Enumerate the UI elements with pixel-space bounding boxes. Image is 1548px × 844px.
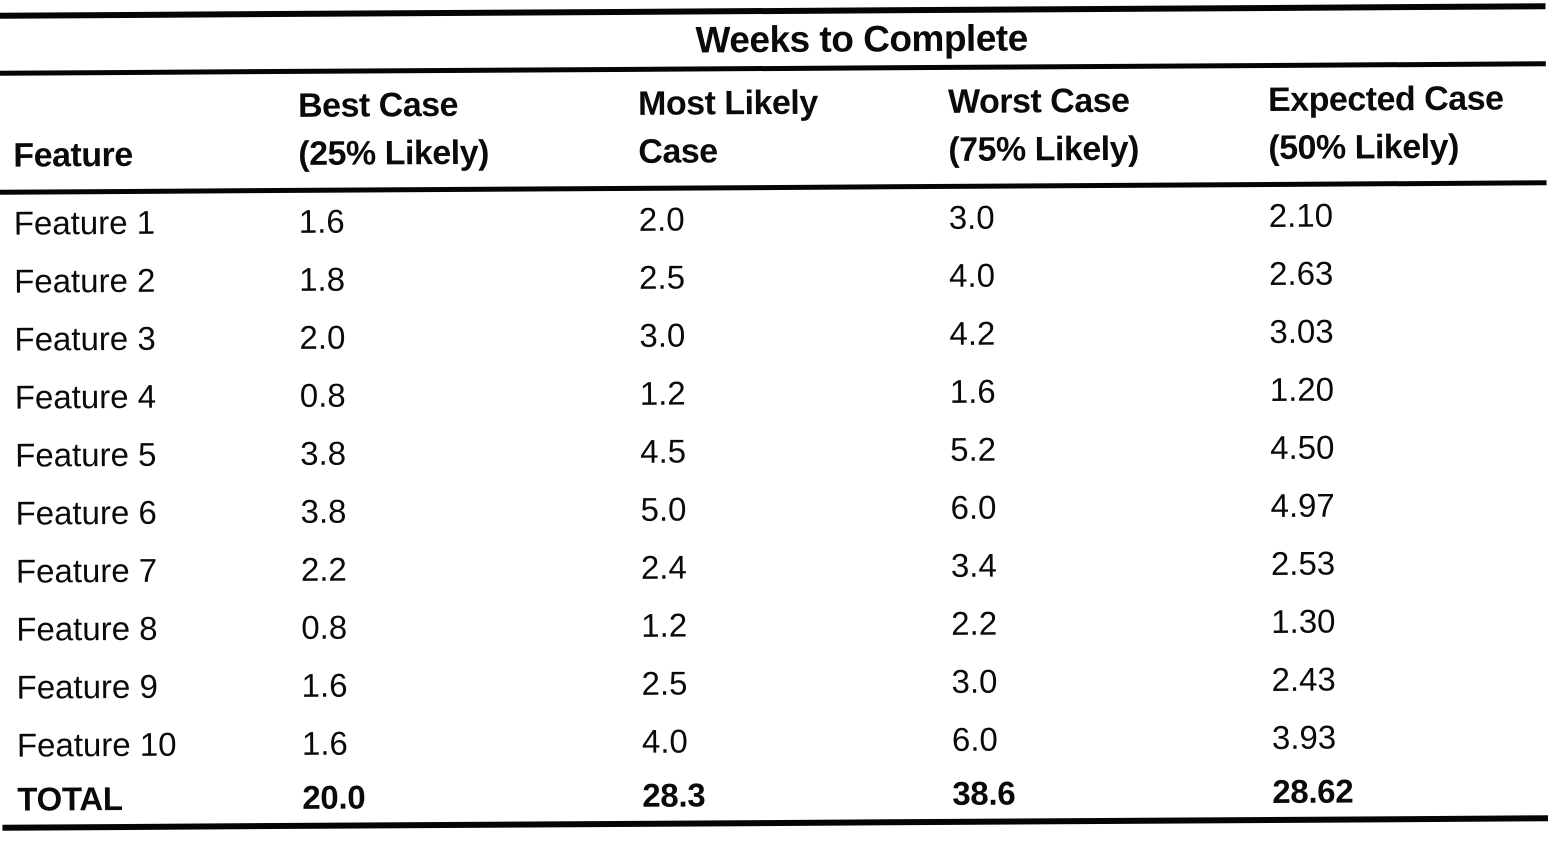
table-row: Feature 9 1.6 2.5 3.0 2.43 xyxy=(1,649,1548,716)
worst-case-cell: 1.6 xyxy=(949,372,996,410)
worst-case-cell: 6.0 xyxy=(950,488,997,526)
best-case-cell: 2.2 xyxy=(300,550,347,588)
worst-case-cell: 4.0 xyxy=(948,256,996,294)
expected-case-column-header: Expected Case (50% Likely) xyxy=(1268,74,1547,172)
expected-case-cell: 2.43 xyxy=(1271,660,1336,698)
header-line2: (25% Likely) xyxy=(298,133,489,173)
total-most-likely: 28.3 xyxy=(642,776,706,814)
span-header-row: Weeks to Complete xyxy=(0,9,1546,70)
best-case-cell: 0.8 xyxy=(299,376,346,414)
worst-case-cell: 3.4 xyxy=(950,546,997,584)
table-row: Feature 6 3.8 5.0 6.0 4.97 xyxy=(0,475,1548,542)
worst-case-cell: 3.0 xyxy=(951,662,998,700)
most-likely-cell: 1.2 xyxy=(641,606,688,644)
feature-cell: Feature 2 xyxy=(14,261,156,300)
feature-column-header: Feature xyxy=(13,135,133,175)
header-line1: Worst Case xyxy=(947,81,1130,121)
best-case-cell: 3.8 xyxy=(300,434,347,472)
header-line2: (75% Likely) xyxy=(948,129,1139,169)
expected-case-cell: 2.53 xyxy=(1270,544,1336,582)
feature-cell: Feature 1 xyxy=(13,203,156,242)
most-likely-cell: 3.0 xyxy=(639,316,686,354)
most-likely-cell: 4.5 xyxy=(640,432,687,470)
most-likely-cell: 4.0 xyxy=(641,722,688,760)
total-worst-case: 38.6 xyxy=(952,774,1016,812)
expected-case-cell: 2.63 xyxy=(1268,254,1334,292)
best-case-column-header: Best Case (25% Likely) xyxy=(298,80,639,178)
best-case-cell: 1.6 xyxy=(301,666,348,704)
expected-case-cell: 3.93 xyxy=(1271,718,1337,756)
feature-cell: Feature 8 xyxy=(16,609,158,648)
feature-cell: Feature 4 xyxy=(14,377,157,416)
expected-case-cell: 2.10 xyxy=(1268,196,1334,234)
header-line2: (50% Likely) xyxy=(1268,127,1459,167)
column-header-row: Feature Best Case (25% Likely) Most Like… xyxy=(0,66,1547,189)
worst-case-cell: 4.2 xyxy=(949,314,996,352)
worst-case-column-header: Worst Case (75% Likely) xyxy=(948,76,1269,174)
worst-case-cell: 5.2 xyxy=(950,430,997,468)
table-row: Feature 3 2.0 3.0 4.2 3.03 xyxy=(0,301,1548,368)
best-case-cell: 1.8 xyxy=(299,260,346,298)
most-likely-cell: 5.0 xyxy=(640,490,687,528)
best-case-cell: 2.0 xyxy=(299,318,346,356)
expected-case-cell: 1.30 xyxy=(1271,602,1336,640)
best-case-cell: 0.8 xyxy=(301,608,348,646)
header-line1: Expected Case xyxy=(1267,79,1504,119)
table-row: Feature 8 0.8 1.2 2.2 1.30 xyxy=(1,591,1548,658)
expected-case-cell: 4.97 xyxy=(1270,486,1335,524)
most-likely-cell: 2.4 xyxy=(640,548,687,586)
table-row: Feature 5 3.8 4.5 5.2 4.50 xyxy=(0,417,1548,484)
best-case-cell: 1.6 xyxy=(298,202,345,240)
expected-case-cell: 3.03 xyxy=(1269,312,1334,350)
total-best-case: 20.0 xyxy=(302,778,366,816)
worst-case-cell: 6.0 xyxy=(951,720,998,758)
table-row: Feature 7 2.2 2.4 3.4 2.53 xyxy=(1,533,1548,600)
worst-case-cell: 2.2 xyxy=(951,604,998,642)
expected-case-cell: 1.20 xyxy=(1269,370,1335,408)
table-row: Feature 4 0.8 1.2 1.6 1.20 xyxy=(0,359,1548,426)
table-row: Feature 1 1.6 2.0 3.0 2.10 xyxy=(0,185,1547,252)
total-label: TOTAL xyxy=(17,779,123,818)
feature-cell: Feature 9 xyxy=(16,667,158,706)
expected-case-cell: 4.50 xyxy=(1270,428,1335,466)
most-likely-cell: 1.2 xyxy=(639,374,686,412)
header-line2: Case xyxy=(638,132,718,171)
feature-cell: Feature 6 xyxy=(15,493,157,532)
header-line1: Most Likely xyxy=(637,83,818,123)
table-row: Feature 10 1.6 4.0 6.0 3.93 xyxy=(2,707,1548,774)
table-span-title: Weeks to Complete xyxy=(695,17,1028,61)
feature-cell: Feature 5 xyxy=(15,435,157,474)
most-likely-cell: 2.5 xyxy=(641,664,688,702)
most-likely-cell: 2.0 xyxy=(638,200,685,238)
feature-cell: Feature 7 xyxy=(15,551,158,590)
table-row: Feature 2 1.8 2.5 4.0 2.63 xyxy=(0,243,1547,310)
most-likely-column-header: Most Likely Case xyxy=(638,78,949,176)
header-line1: Best Case xyxy=(297,85,459,125)
feature-cell: Feature 3 xyxy=(14,319,156,358)
most-likely-cell: 2.5 xyxy=(639,258,686,296)
total-expected-case: 28.62 xyxy=(1272,772,1354,810)
best-case-cell: 3.8 xyxy=(300,492,347,530)
best-case-cell: 1.6 xyxy=(301,724,348,762)
worst-case-cell: 3.0 xyxy=(948,198,995,236)
feature-cell: Feature 10 xyxy=(16,725,177,764)
